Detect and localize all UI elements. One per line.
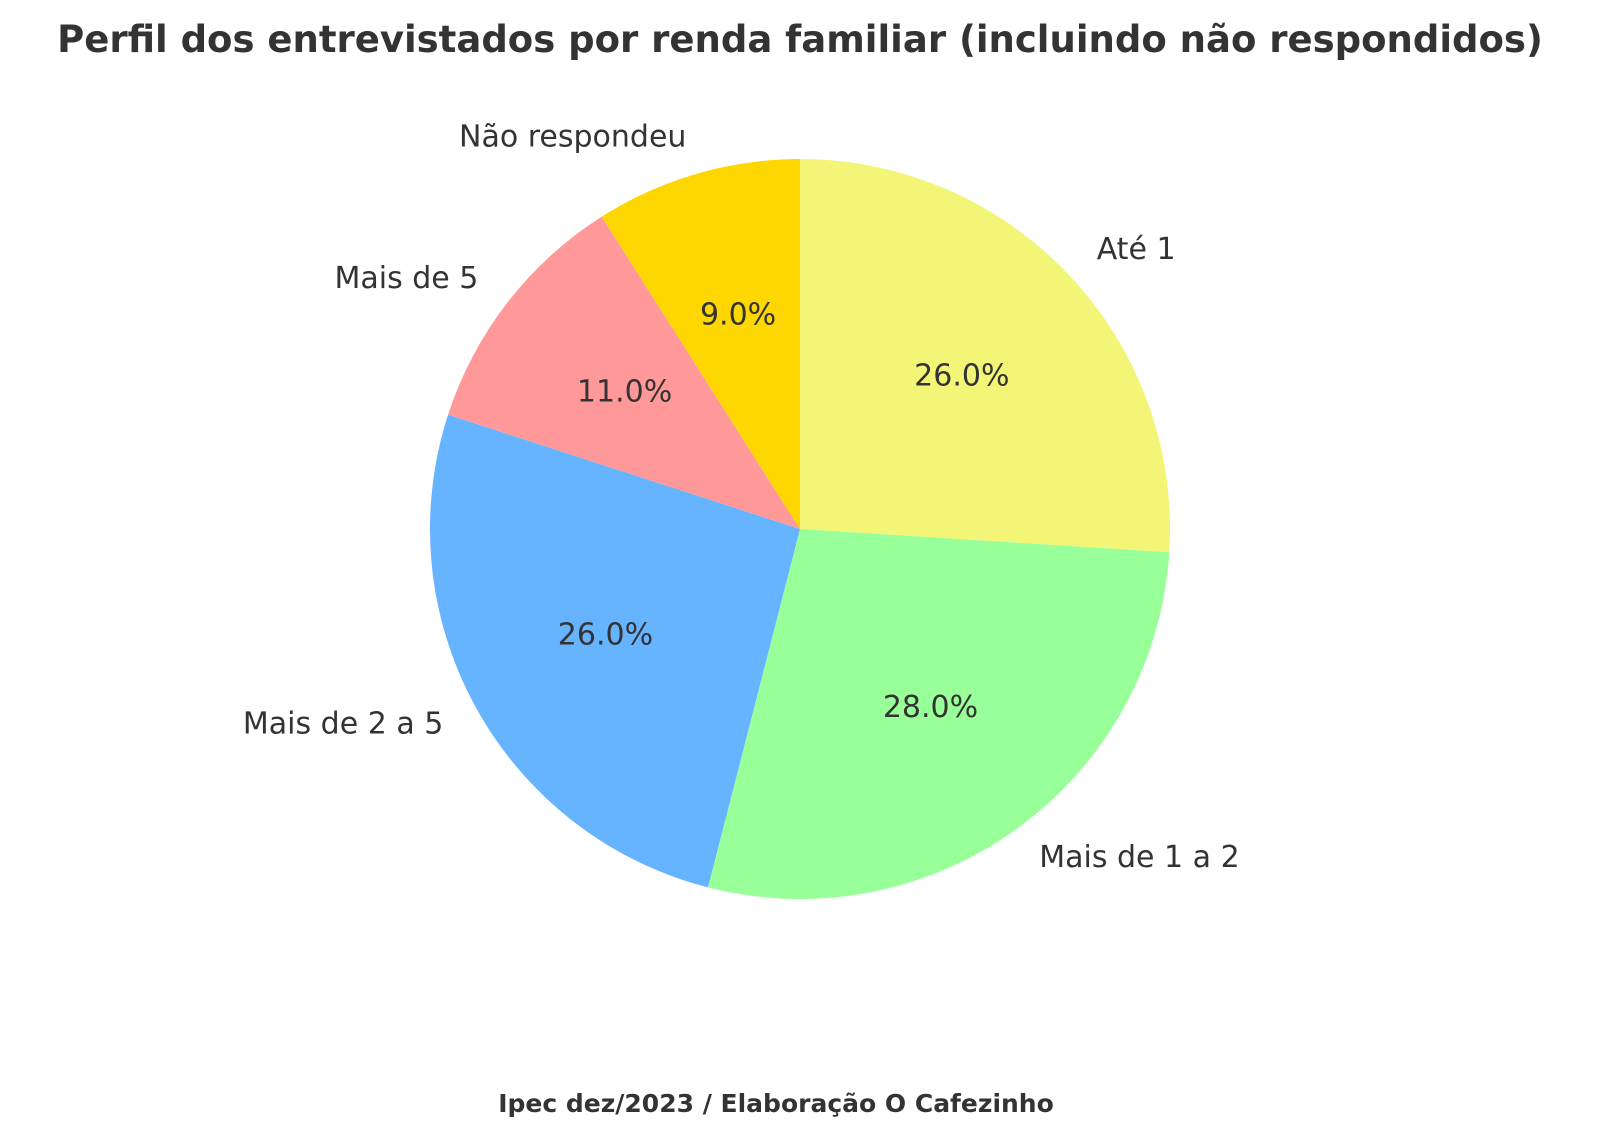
source-note: Ipec dez/2023 / Elaboração O Cafezinho [498, 1089, 1054, 1118]
slice-label-mais-de-5: Mais de 5 [335, 261, 479, 296]
pie-slices [429, 159, 1170, 900]
pct-label-mais-de-2-a-5: 26.0% [558, 617, 653, 652]
pie-slice-ate-1 [800, 159, 1170, 553]
pie-slice-nao-respondeu [601, 159, 800, 529]
pie-slice-mais-de-2-a-5 [429, 414, 800, 888]
pie-slice-mais-de-5 [448, 216, 800, 529]
chart-title: Perfil dos entrevistados por renda famil… [57, 18, 1543, 61]
pct-label-nao-respondeu: 9.0% [700, 297, 776, 332]
slice-label-nao-respondeu: Não respondeu [459, 120, 686, 155]
pct-label-mais-de-1-a-2: 28.0% [883, 690, 978, 725]
pct-label-mais-de-5: 11.0% [577, 374, 672, 409]
slice-label-mais-de-1-a-2: Mais de 1 a 2 [1039, 840, 1239, 875]
pie-labels: Até 1 26.0% Mais de 1 a 2 28.0% Mais de 2 a … [243, 120, 1240, 875]
pie-slice-mais-de-1-a-2 [707, 529, 1170, 900]
pct-label-ate-1: 26.0% [914, 359, 1009, 394]
slice-label-ate-1: Até 1 [1097, 232, 1176, 267]
slice-label-mais-de-2-a-5: Mais de 2 a 5 [243, 707, 443, 742]
